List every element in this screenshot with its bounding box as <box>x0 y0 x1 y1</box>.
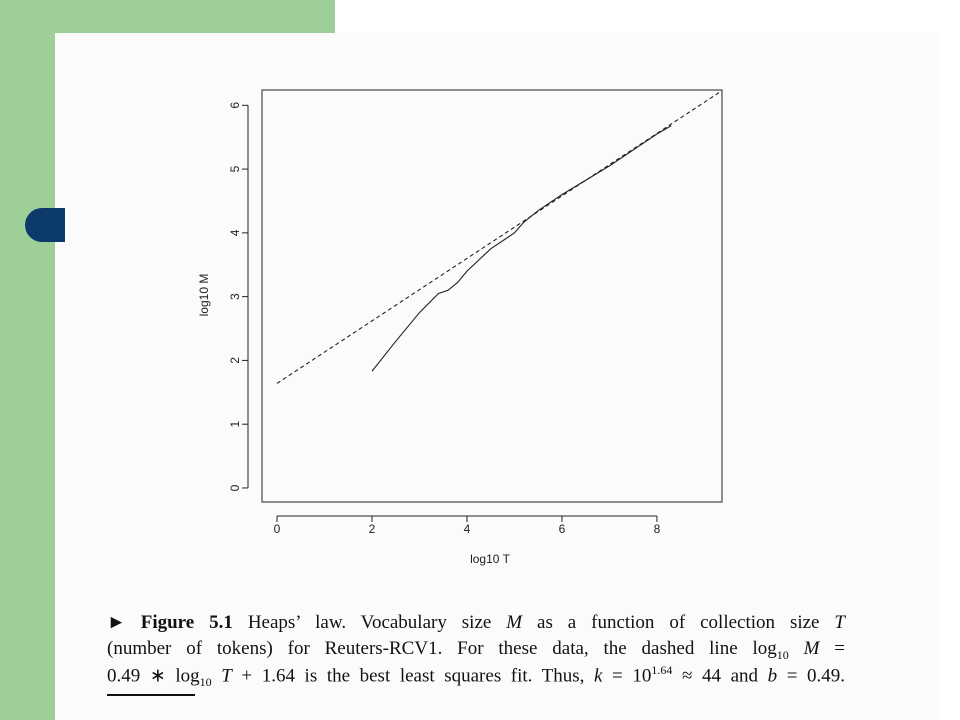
green-top <box>55 0 335 33</box>
caption-line: ► Figure 5.1 Heaps’ law. Vocabulary size… <box>107 612 845 638</box>
x-tick-label: 0 <box>274 522 281 536</box>
caption-text: as a function of collection size <box>522 612 835 633</box>
y-tick-label: 6 <box>228 102 242 109</box>
caption-text: T <box>834 612 845 633</box>
y-tick-label: 4 <box>228 229 242 236</box>
caption-text: = 0.49. <box>777 665 846 687</box>
caption-text: Heaps’ law. Vocabulary size <box>232 612 507 633</box>
y-tick-label: 2 <box>228 357 242 364</box>
caption-text: 10 <box>199 675 212 690</box>
figure-caption: ► Figure 5.1 Heaps’ law. Vocabulary size… <box>107 612 845 689</box>
green-side <box>0 0 55 720</box>
caption-text: (number of tokens) for Reuters-RCV1. For… <box>107 637 777 659</box>
fit-line <box>276 90 723 384</box>
data-line <box>371 125 672 372</box>
x-tick-label: 8 <box>654 522 661 536</box>
footnote-rule <box>107 694 195 696</box>
caption-text: T <box>221 665 232 687</box>
caption-text: M <box>803 637 820 659</box>
caption-text: b <box>767 665 778 687</box>
x-tick-label: 2 <box>369 522 376 536</box>
caption-text: = 10 <box>602 665 652 687</box>
caption-text: 1.64 <box>651 663 673 677</box>
caption-text: ► Figure 5.1 <box>107 612 233 633</box>
caption-text <box>789 638 804 659</box>
x-axis-label: log10 T <box>470 552 510 566</box>
y-tick-label: 5 <box>228 165 242 172</box>
x-tick-label: 6 <box>559 522 566 536</box>
content-area <box>55 33 940 720</box>
chart: log10 T log10 M 0 2 4 6 8 0 1 2 3 4 5 6 <box>197 89 723 566</box>
caption-text: k <box>594 665 603 687</box>
plot-frame <box>261 89 723 503</box>
caption-text: + 1.64 is the best least squares fit. Th… <box>231 665 595 687</box>
caption-text: M <box>506 612 523 633</box>
caption-text: ≈ 44 and <box>672 665 768 687</box>
caption-text: 10 <box>776 647 789 662</box>
caption-text: 0.49 ∗ log <box>107 665 200 687</box>
y-tick-label: 1 <box>228 421 242 428</box>
caption-text <box>212 665 222 686</box>
navy-tab <box>25 208 65 242</box>
y-tick-label: 3 <box>228 293 242 300</box>
caption-line: 0.49 ∗ log10 T + 1.64 is the best least … <box>107 663 845 689</box>
y-axis-label: log10 M <box>197 274 211 317</box>
caption-text: = <box>819 637 845 659</box>
caption-line: (number of tokens) for Reuters-RCV1. For… <box>107 638 845 664</box>
y-tick-label: 0 <box>228 484 242 491</box>
x-tick-label: 4 <box>464 522 471 536</box>
